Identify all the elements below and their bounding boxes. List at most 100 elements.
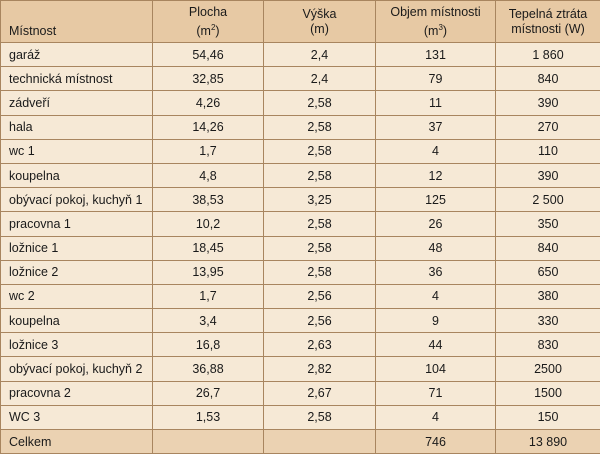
table-row: technická místnost 32,85 2,4 79 840: [0, 66, 600, 92]
table-row: wc 2 1,7 2,56 4 380: [0, 283, 600, 310]
total-plocha: [152, 428, 264, 454]
header-plocha-unit-open: (m: [196, 23, 211, 38]
header-ztrata: Tepelná ztráta místnosti (W): [495, 0, 600, 43]
cell-plocha: 1,7: [152, 138, 264, 164]
table-row: garáž 54,46 2,4 131 1 860: [0, 41, 600, 68]
header-plocha-label: Plocha: [188, 4, 228, 19]
cell-objem: 48: [375, 235, 496, 261]
table-body: garáž 54,46 2,4 131 1 860 technická místnost…: [0, 41, 600, 431]
total-vyska: [263, 428, 376, 454]
header-objem-unit-sup: 3: [438, 22, 443, 32]
cell-mistnost: ložnice 2: [0, 259, 153, 285]
cell-mistnost: wc 2: [0, 283, 153, 310]
cell-vyska: 2,63: [263, 332, 376, 358]
header-objem-unit-open: (m: [423, 23, 439, 38]
cell-mistnost: wc 1: [0, 138, 153, 164]
cell-objem: 37: [375, 114, 496, 140]
table-header: Místnost Plocha (m2) Výška (m) Objem mís…: [0, 0, 600, 43]
cell-vyska: 2,58: [263, 404, 376, 431]
header-mistnost-label: Místnost: [9, 24, 57, 38]
table-row: pracovna 1 10,2 2,58 26 350: [0, 211, 600, 237]
header-vyska: Výška (m): [263, 0, 376, 43]
table-row: pracovna 2 26,7 2,67 71 1500: [0, 380, 600, 406]
cell-ztrata: 390: [495, 90, 600, 116]
cell-ztrata: 840: [495, 235, 600, 261]
cell-objem: 4: [375, 283, 496, 310]
cell-ztrata: 270: [495, 114, 600, 140]
header-vyska-label: Výška: [302, 6, 337, 21]
header-objem-label: Objem místnosti: [390, 4, 481, 19]
header-plocha: Plocha (m2): [152, 0, 264, 43]
table-row: koupelna 3,4 2,56 9 330: [0, 308, 600, 334]
table-row: koupelna 4,8 2,58 12 390: [0, 162, 600, 189]
header-row: Místnost Plocha (m2) Výška (m) Objem mís…: [0, 0, 600, 43]
cell-plocha: 10,2: [152, 211, 264, 237]
header-objem-unit: (m3): [382, 20, 489, 39]
cell-plocha: 14,26: [152, 114, 264, 140]
cell-plocha: 16,8: [152, 332, 264, 358]
cell-plocha: 36,88: [152, 356, 264, 382]
cell-plocha: 13,95: [152, 259, 264, 285]
header-objem-unit-close: ): [442, 23, 448, 38]
cell-plocha: 4,26: [152, 90, 264, 116]
cell-ztrata: 840: [495, 66, 600, 92]
table-row: ložnice 1 18,45 2,58 48 840: [0, 235, 600, 261]
cell-ztrata: 830: [495, 332, 600, 358]
cell-objem: 44: [375, 332, 496, 358]
table-row: hala 14,26 2,58 37 270: [0, 114, 600, 140]
cell-ztrata: 1 860: [495, 41, 600, 68]
cell-ztrata: 110: [495, 138, 600, 164]
cell-mistnost: obývací pokoj, kuchyň 1: [0, 187, 153, 213]
cell-vyska: 2,58: [263, 259, 376, 285]
cell-objem: 4: [375, 404, 496, 431]
cell-mistnost: zádveří: [0, 90, 153, 116]
header-ztrata-line1: Tepelná ztráta: [508, 6, 588, 21]
cell-vyska: 2,4: [263, 66, 376, 92]
cell-objem: 36: [375, 259, 496, 285]
cell-objem: 9: [375, 308, 496, 334]
cell-objem: 104: [375, 356, 496, 382]
total-objem: 746: [375, 428, 496, 454]
cell-mistnost: technická místnost: [0, 66, 153, 92]
cell-objem: 11: [375, 90, 496, 116]
cell-vyska: 3,25: [263, 187, 376, 213]
cell-objem: 131: [375, 41, 496, 68]
cell-mistnost: koupelna: [0, 308, 153, 334]
cell-plocha: 54,46: [152, 41, 264, 68]
table-row: ložnice 3 16,8 2,63 44 830: [0, 332, 600, 358]
header-plocha-unit-sup: 2: [210, 22, 216, 32]
cell-ztrata: 330: [495, 308, 600, 334]
header-vyska-unit: (m): [310, 21, 329, 36]
table-row: zádveří 4,26 2,58 11 390: [0, 90, 600, 116]
table-row: obývací pokoj, kuchyň 2 36,88 2,82 104 2500: [0, 356, 600, 382]
cell-vyska: 2,58: [263, 138, 376, 164]
cell-ztrata: 380: [495, 283, 600, 310]
cell-vyska: 2,67: [263, 380, 376, 406]
header-objem: Objem místnosti (m3): [375, 0, 496, 43]
cell-mistnost: ložnice 1: [0, 235, 153, 261]
cell-mistnost: garáž: [0, 41, 153, 68]
total-row: Celkem 746 13 890: [0, 428, 600, 454]
header-ztrata-line2: místnosti (W): [511, 21, 585, 36]
cell-mistnost: WC 3: [0, 404, 153, 431]
cell-plocha: 4,8: [152, 162, 264, 189]
cell-mistnost: pracovna 2: [0, 380, 153, 406]
cell-objem: 71: [375, 380, 496, 406]
table-row: wc 1 1,7 2,58 4 110: [0, 138, 600, 164]
cell-objem: 79: [375, 66, 496, 92]
header-plocha-unit-close: ): [215, 23, 220, 38]
cell-ztrata: 350: [495, 211, 600, 237]
cell-plocha: 18,45: [152, 235, 264, 261]
cell-vyska: 2,4: [263, 41, 376, 68]
table-row: obývací pokoj, kuchyň 1 38,53 3,25 125 2 500: [0, 187, 600, 213]
header-mistnost: Místnost: [0, 0, 153, 43]
cell-plocha: 1,7: [152, 283, 264, 310]
cell-plocha: 1,53: [152, 404, 264, 431]
table-footer: Celkem 746 13 890: [0, 428, 600, 454]
cell-mistnost: hala: [0, 114, 153, 140]
cell-vyska: 2,56: [263, 308, 376, 334]
cell-plocha: 38,53: [152, 187, 264, 213]
cell-vyska: 2,58: [263, 211, 376, 237]
